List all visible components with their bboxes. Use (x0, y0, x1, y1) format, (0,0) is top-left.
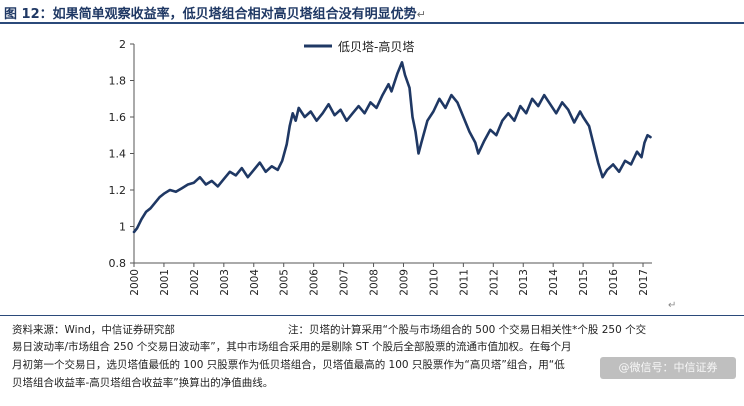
x-tick-label: 2016 (608, 269, 620, 296)
x-tick-label: 2001 (159, 269, 171, 296)
note-line-1: 注：贝塔的计算采用“个股与市场组合的 500 个交易日相关性*个股 250 个交 (288, 324, 647, 336)
line-chart: 0.811.21.41.61.82 2000 2001 2002 2003 2004 20… (109, 38, 652, 296)
title-return-mark: ↵ (416, 8, 426, 21)
y-tick-label: 1.2 (109, 184, 127, 197)
series-line (132, 61, 652, 234)
x-tick-label: 2012 (488, 269, 500, 296)
x-tick-label: 2000 (129, 269, 141, 296)
x-tick-label: 2009 (398, 269, 410, 296)
chart-tail-mark: ↵ (668, 300, 677, 311)
x-tick-label: 2010 (428, 269, 440, 296)
legend: 低贝塔-高贝塔 (304, 39, 414, 54)
watermark: @微信号：中信证券 (600, 357, 736, 379)
y-tick-label: 1.4 (109, 148, 127, 161)
plot-area (132, 61, 652, 234)
title-bar: 图 12：如果简单观察收益率，低贝塔组合相对高贝塔组合没有明显优势↵ (0, 0, 744, 24)
x-tick-label: 2015 (578, 269, 590, 296)
x-tick-label: 2007 (339, 269, 351, 296)
x-tick-label: 2002 (189, 269, 201, 296)
y-tick-label: 1 (119, 221, 126, 234)
x-tick-label: 2006 (309, 269, 321, 296)
x-tick-label: 2003 (219, 269, 231, 296)
footnote-line-1: 资料来源：Wind，中信证券研究部 注：贝塔的计算采用“个股与市场组合的 500 … (12, 322, 646, 337)
y-tick-label: 2 (119, 38, 126, 51)
figure-title: 图 12：如果简单观察收益率，低贝塔组合相对高贝塔组合没有明显优势↵ (4, 7, 426, 22)
x-tick-label: 2013 (518, 269, 530, 296)
x-tick-label: 2004 (249, 269, 261, 296)
legend-label: 低贝塔-高贝塔 (338, 39, 414, 54)
x-axis: 2000 2001 2002 2003 2004 2005 2006 2007 2008 2009… (129, 262, 652, 296)
note-line-3: 月初第一个交易日，选贝塔值最低的 100 只股票作为低贝塔组合，贝塔值最高的 1… (12, 359, 565, 371)
x-tick-label: 2017 (638, 269, 650, 296)
y-axis: 0.8 1 1.2 1.4 1.6 1.8 2 (109, 38, 135, 270)
x-tick-label: 2005 (279, 269, 291, 296)
y-tick-label: 0.8 (109, 257, 127, 270)
x-tick-label: 2008 (369, 269, 381, 296)
note-line-2: 易日波动率/市场组合 250 个交易日波动率”，其中市场组合采用的是剔除 ST … (12, 341, 572, 353)
y-tick-label: 1.6 (109, 111, 127, 124)
y-tick-label: 1.8 (109, 75, 127, 88)
source-divider (0, 315, 744, 316)
x-tick-label: 2011 (458, 269, 470, 296)
source-label: 资料来源：Wind，中信证券研究部 (12, 324, 175, 336)
x-tick-label: 2014 (548, 269, 560, 296)
note-line-4: 贝塔组合收益率-高贝塔组合收益率”换算出的净值曲线。 (12, 377, 274, 389)
